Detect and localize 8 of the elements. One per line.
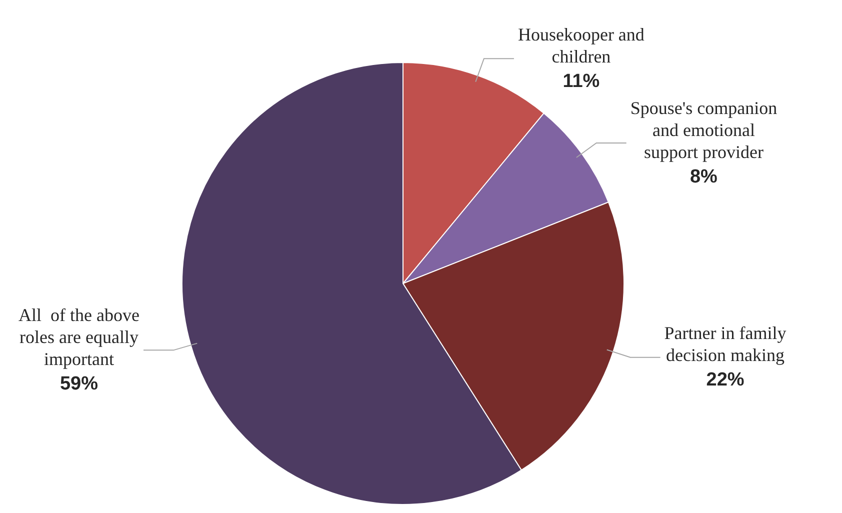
data-label: 11% bbox=[562, 70, 600, 92]
data-label: 59% bbox=[60, 373, 98, 394]
slice-label: Spouse's companion and emotional support provider bbox=[630, 98, 778, 162]
data-label: 8% bbox=[690, 166, 718, 188]
slice-label: All of the above roles are equally important bbox=[18, 304, 140, 369]
slice-label: Housekooper and children bbox=[518, 24, 644, 66]
data-label: 22% bbox=[706, 370, 744, 391]
slice-label: Partner in family decision making bbox=[664, 323, 786, 366]
